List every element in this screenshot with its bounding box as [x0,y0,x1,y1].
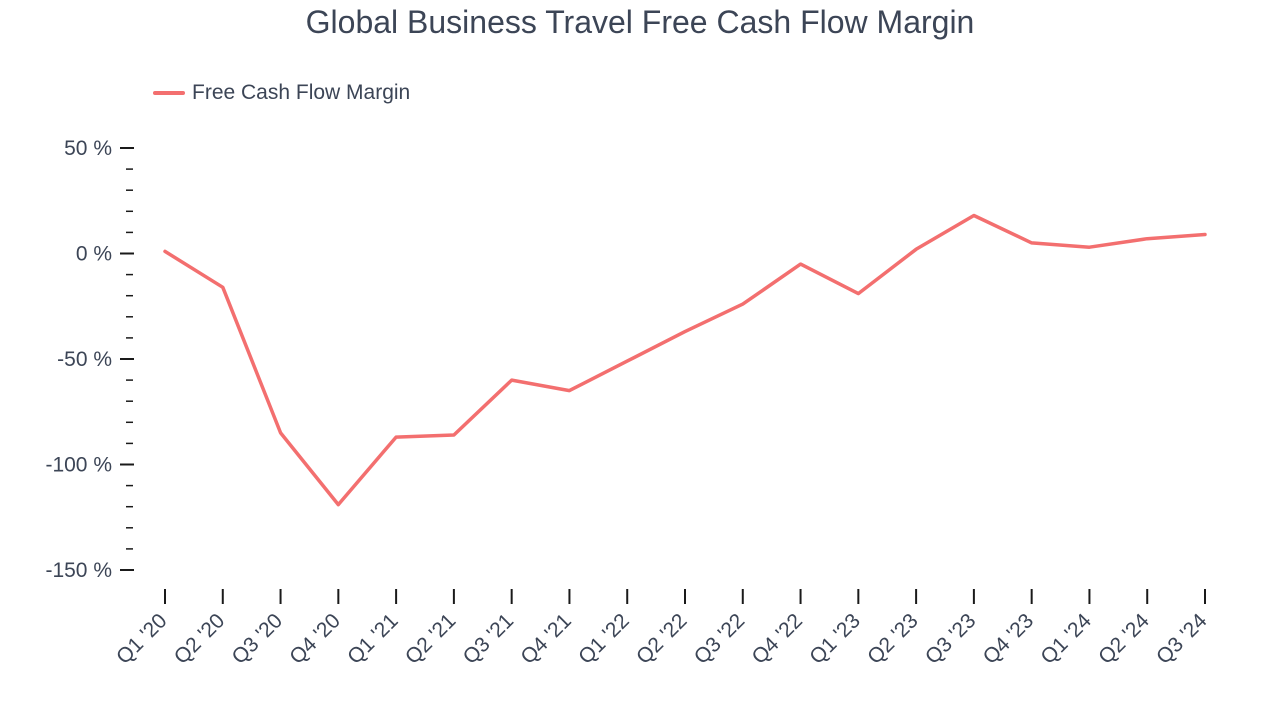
data-point [683,330,687,334]
x-tick-label: Q1 '24 [1036,609,1096,669]
x-tick-label: Q2 '20 [170,609,230,669]
x-tick-label: Q2 '22 [632,609,692,669]
x-tick-label: Q3 '21 [459,609,519,669]
data-point [452,433,456,437]
data-point [799,262,803,266]
x-tick-label: Q2 '21 [401,609,461,669]
data-point [972,214,976,218]
x-tick-label: Q2 '24 [1094,609,1154,669]
x-tick-label: Q4 '22 [748,609,808,669]
data-point [163,249,167,253]
y-tick-label: -50 % [57,348,112,371]
data-point [567,389,571,393]
data-point [1203,233,1207,237]
data-point [510,378,514,382]
series-line-free-cash-flow-margin [163,213,1207,507]
x-tick-label: Q4 '23 [979,609,1039,669]
y-tick-label: -100 % [45,454,112,477]
data-point [741,302,745,306]
x-tick-label: Q1 '20 [112,609,172,669]
data-point [1145,237,1149,241]
y-tick-label: -150 % [45,559,112,582]
legend-label-free-cash-flow-margin: Free Cash Flow Margin [192,81,410,104]
data-point [336,503,340,507]
chart-title: Global Business Travel Free Cash Flow Ma… [305,4,975,40]
x-tick-label: Q1 '23 [805,609,865,669]
y-axis: 50 % 0 % -50 % -100 % -150 % [45,137,134,582]
x-tick-label: Q1 '22 [574,609,634,669]
data-point [856,292,860,296]
x-tick-label: Q1 '21 [343,609,403,669]
data-point [221,285,225,289]
data-point [279,431,283,435]
data-point [914,247,918,251]
x-tick-label: Q3 '24 [1152,609,1212,669]
x-tick-label: Q3 '20 [228,609,288,669]
legend: Free Cash Flow Margin [153,81,410,104]
x-tick-label: Q2 '23 [863,609,923,669]
x-tick-label: Q3 '23 [921,609,981,669]
data-point [1030,241,1034,245]
data-point [1087,245,1091,249]
data-point [394,435,398,439]
data-point [625,359,629,363]
y-tick-label: 50 % [64,137,112,160]
x-tick-label: Q4 '21 [516,609,576,669]
x-tick-label: Q3 '22 [690,609,750,669]
x-tick-label: Q4 '20 [285,609,345,669]
y-tick-label: 0 % [76,243,112,266]
series-group [163,213,1207,507]
